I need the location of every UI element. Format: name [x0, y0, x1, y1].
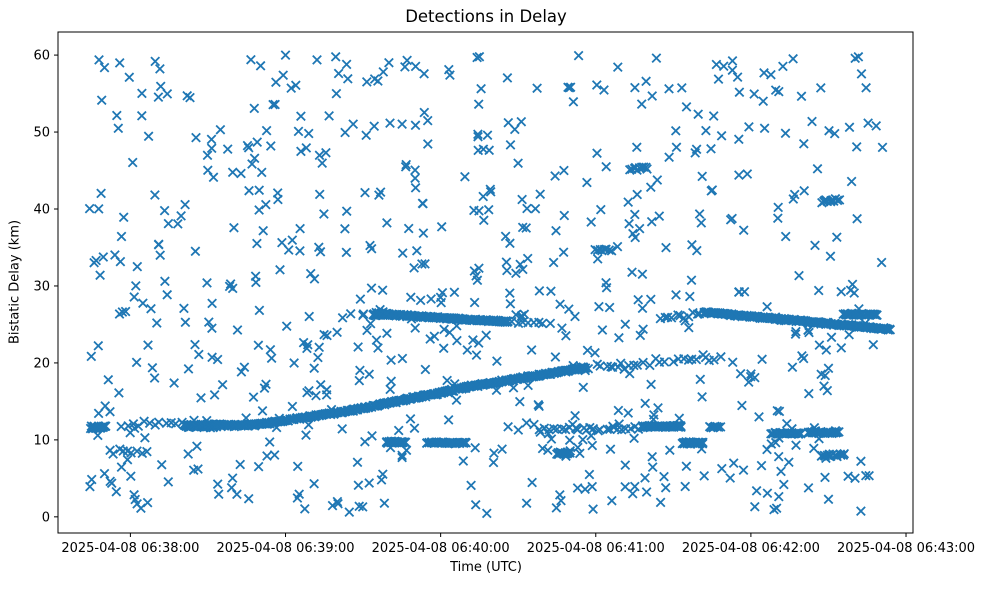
y-tick-label: 20: [33, 356, 50, 371]
y-tick-label: 50: [33, 126, 50, 141]
x-tick-label: 2025-04-08 06:40:00: [372, 541, 510, 556]
y-tick-label: 0: [42, 510, 50, 525]
x-tick-label: 2025-04-08 06:38:00: [61, 541, 199, 556]
y-tick-label: 40: [33, 203, 50, 218]
x-tick-label: 2025-04-08 06:41:00: [527, 541, 665, 556]
detections-scatter: [85, 50, 895, 518]
y-axis-label: Bistatic Delay (km): [7, 219, 23, 345]
x-tick-label: 2025-04-08 06:39:00: [216, 541, 354, 556]
axes-spines: [57, 31, 914, 534]
y-tick-label: 10: [33, 433, 50, 448]
x-axis-label: Time (UTC): [450, 560, 522, 575]
x-tick-label: 2025-04-08 06:43:00: [837, 541, 975, 556]
y-tick-label: 30: [33, 279, 50, 294]
y-tick-label: 60: [33, 49, 50, 64]
x-tick-label: 2025-04-08 06:42:00: [682, 541, 820, 556]
chart-title: Detections in Delay: [405, 7, 567, 26]
